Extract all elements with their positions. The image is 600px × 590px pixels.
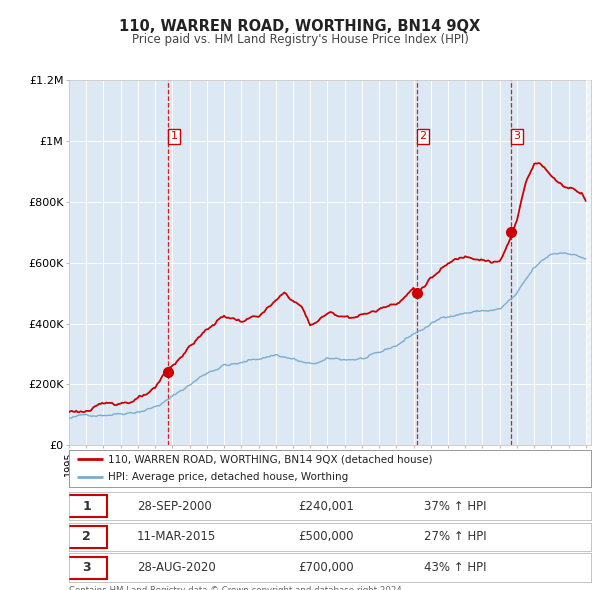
Text: £700,000: £700,000 [299,561,355,574]
Text: Contains HM Land Registry data © Crown copyright and database right 2024.: Contains HM Land Registry data © Crown c… [69,586,404,590]
Text: 2: 2 [419,132,427,142]
Text: Price paid vs. HM Land Registry's House Price Index (HPI): Price paid vs. HM Land Registry's House … [131,33,469,46]
FancyBboxPatch shape [67,556,107,579]
Text: 43% ↑ HPI: 43% ↑ HPI [424,561,487,574]
Text: 28-AUG-2020: 28-AUG-2020 [137,561,215,574]
FancyBboxPatch shape [67,526,107,548]
Text: 1: 1 [82,500,91,513]
Text: 28-SEP-2000: 28-SEP-2000 [137,500,212,513]
Text: HPI: Average price, detached house, Worthing: HPI: Average price, detached house, Wort… [108,471,349,481]
Text: 110, WARREN ROAD, WORTHING, BN14 9QX (detached house): 110, WARREN ROAD, WORTHING, BN14 9QX (de… [108,454,433,464]
Text: 110, WARREN ROAD, WORTHING, BN14 9QX: 110, WARREN ROAD, WORTHING, BN14 9QX [119,19,481,34]
Text: 27% ↑ HPI: 27% ↑ HPI [424,530,487,543]
Text: £240,001: £240,001 [299,500,355,513]
Text: £500,000: £500,000 [299,530,354,543]
Text: 11-MAR-2015: 11-MAR-2015 [137,530,216,543]
Text: 3: 3 [514,132,521,142]
FancyBboxPatch shape [67,495,107,517]
Text: 3: 3 [82,561,91,574]
Text: 37% ↑ HPI: 37% ↑ HPI [424,500,487,513]
Text: 1: 1 [170,132,178,142]
Text: 2: 2 [82,530,91,543]
